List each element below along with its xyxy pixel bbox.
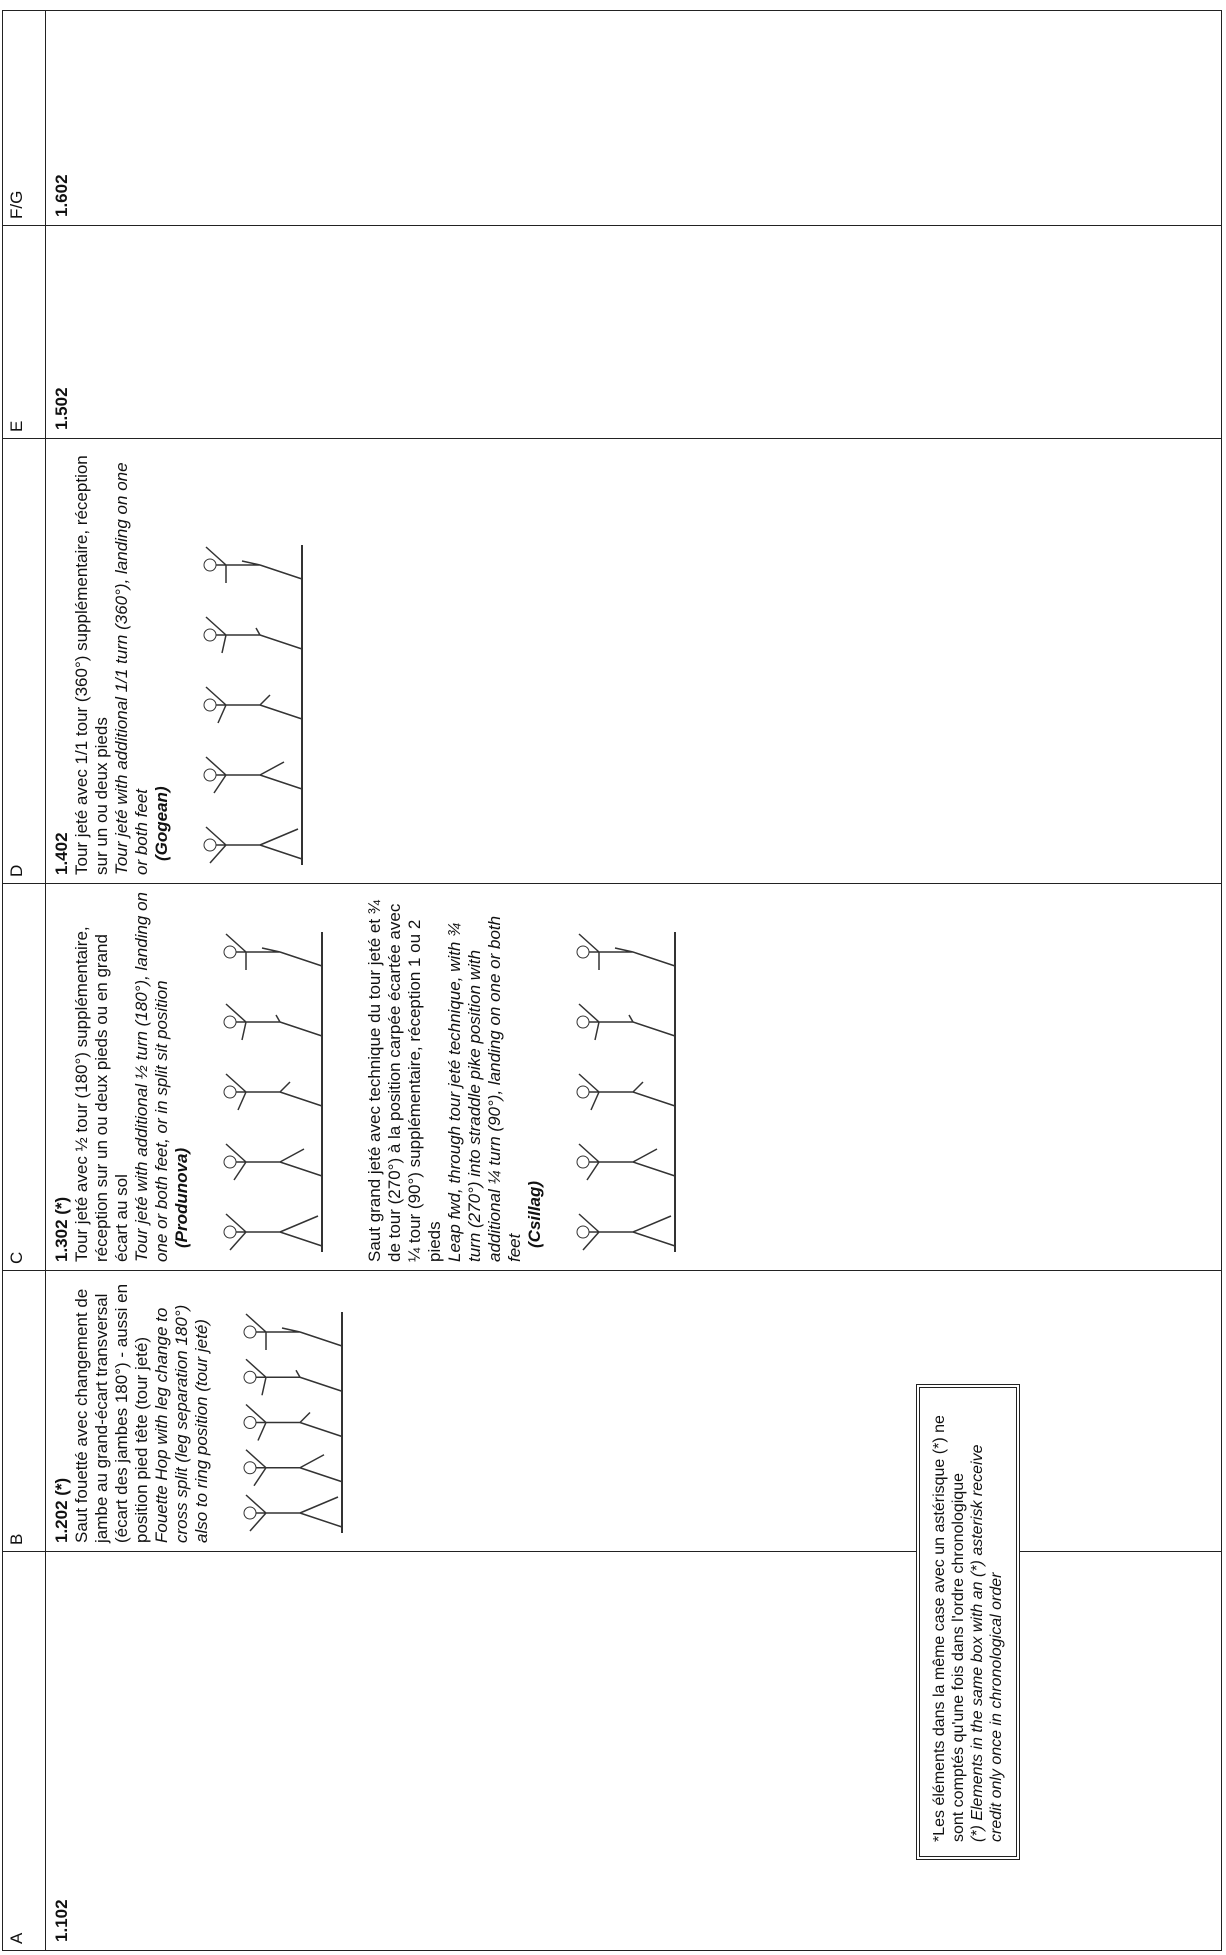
element-code: 1.202 (*) <box>52 1477 71 1543</box>
element-entry: 1.602 <box>52 19 72 217</box>
description-en: Tour jeté with additional ½ turn (180°),… <box>132 891 171 1262</box>
element-name: (Csillag) <box>525 1180 544 1248</box>
figure-illustration <box>576 932 676 1252</box>
note-en: (*) Elements in the same box with an (*)… <box>969 1444 1005 1842</box>
description-fr: Saut grand jeté avec technique du tour j… <box>365 900 444 1262</box>
element-code: 1.102 <box>52 1899 71 1942</box>
figure-illustration <box>243 1312 343 1533</box>
column-header: B <box>2 1270 46 1552</box>
column-header: F/G <box>2 10 46 226</box>
description-en: Tour jeté with additional 1/1 turn (360°… <box>112 462 151 875</box>
header-row: A B C D E F/G <box>2 10 46 1951</box>
description-fr: Saut fouetté avec changement de jambe au… <box>72 1283 151 1543</box>
element-entry: 1.502 <box>52 234 72 430</box>
note-fr: *Les éléments dans la même case avec un … <box>931 1415 967 1842</box>
element-cell: 1.502 <box>45 225 1222 439</box>
element-cell: 1.302 (*) Tour jeté avec ½ tour (180°) su… <box>45 883 1222 1271</box>
note-box: *Les éléments dans la même case avec un … <box>916 1384 1020 1860</box>
body-row: 1.102 1.202 (*) Saut fouetté avec changeme… <box>45 10 1222 1951</box>
column-header: A <box>2 1551 46 1951</box>
column-header: D <box>2 438 46 884</box>
description-fr: Tour jeté avec 1/1 tour (360°) supplémen… <box>72 455 111 875</box>
figure-illustration <box>203 545 303 865</box>
element-code: 1.502 <box>52 387 71 430</box>
element-cell: 1.202 (*) Saut fouetté avec changement de… <box>45 1270 1222 1552</box>
element-code: 1.302 (*) <box>52 1196 71 1262</box>
figure-illustration <box>223 932 323 1252</box>
element-code: 1.602 <box>52 174 71 217</box>
description-fr: Tour jeté avec ½ tour (180°) supplémenta… <box>72 926 131 1262</box>
description-en: Fouette Hop with leg change to cross spl… <box>152 1304 211 1543</box>
element-entry: 1.102 <box>52 1560 72 1942</box>
column-header: C <box>2 883 46 1271</box>
description-en: Leap fwd, through tour jeté technique, w… <box>445 915 524 1262</box>
element-name: (Gogean) <box>152 786 171 861</box>
element-cell: 1.102 <box>45 1551 1222 1951</box>
column-header: E <box>2 225 46 439</box>
elements-table: A B C D E F/G 1.102 1.202 (*) Saut fouetté avec… <box>2 10 1222 1951</box>
element-entry: 1.202 (*) Saut fouetté avec changement de… <box>52 1279 365 1543</box>
element-entry: 1.302 (*) Tour jeté avec ½ tour (180°) su… <box>52 892 345 1262</box>
element-entry: 1.402 Tour jeté avec 1/1 tour (360°) supp… <box>52 447 325 875</box>
element-code: 1.402 <box>52 832 71 875</box>
element-entry: Saut grand jeté avec technique du tour j… <box>365 892 698 1262</box>
element-cell: 1.602 <box>45 10 1222 226</box>
element-cell: 1.402 Tour jeté avec 1/1 tour (360°) supp… <box>45 438 1222 884</box>
element-name: (Produnova) <box>172 1147 191 1248</box>
